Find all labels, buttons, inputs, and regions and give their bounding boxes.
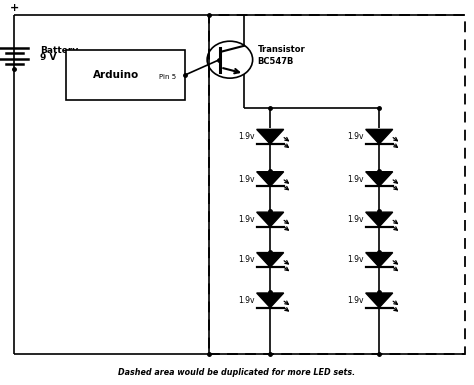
Polygon shape [257,172,283,186]
Polygon shape [257,253,283,267]
Polygon shape [366,129,392,144]
Text: 1.9v: 1.9v [347,255,364,264]
Polygon shape [366,253,392,267]
Text: Arduino: Arduino [93,70,139,80]
Polygon shape [366,293,392,308]
Text: Pin 5: Pin 5 [158,74,176,80]
Text: 1.9v: 1.9v [347,215,364,224]
Text: 1.9v: 1.9v [347,132,364,141]
Polygon shape [257,129,283,144]
Text: 1.9v: 1.9v [238,255,255,264]
Text: 9 V: 9 V [40,53,57,62]
Text: 1.9v: 1.9v [238,296,255,305]
Text: Dashed area would be duplicated for more LED sets.: Dashed area would be duplicated for more… [118,368,356,377]
Text: +: + [9,3,19,13]
Text: Battery: Battery [40,45,79,55]
Text: 1.9v: 1.9v [347,174,364,184]
Text: 1.9v: 1.9v [238,174,255,184]
Polygon shape [257,293,283,308]
Polygon shape [257,212,283,227]
Polygon shape [366,172,392,186]
Text: 1.9v: 1.9v [238,132,255,141]
Polygon shape [366,212,392,227]
Text: 1.9v: 1.9v [347,296,364,305]
Bar [209,15,465,354]
Text: Transistor
BC547B: Transistor BC547B [257,45,305,66]
Bar [66,50,185,100]
Text: 1.9v: 1.9v [238,215,255,224]
